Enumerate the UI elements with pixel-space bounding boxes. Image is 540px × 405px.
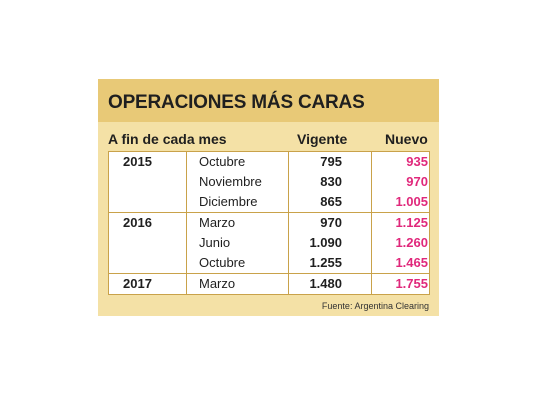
column-divider xyxy=(371,152,372,212)
column-divider xyxy=(186,274,187,294)
nuevo-value: 1.125 xyxy=(395,215,428,230)
header-nuevo: Nuevo xyxy=(385,131,428,147)
nuevo-value: 970 xyxy=(406,174,428,189)
column-divider xyxy=(288,274,289,294)
column-divider xyxy=(288,152,289,212)
data-table: 2015 Octubre 795 935 Noviembre 830 970 Diciembr… xyxy=(108,151,430,295)
month-label: Junio xyxy=(199,235,231,250)
table-title: OPERACIONES MÁS CARAS xyxy=(108,92,365,113)
nuevo-value: 1.260 xyxy=(395,235,428,250)
column-divider xyxy=(371,274,372,294)
header-vigente: Vigente xyxy=(297,131,348,147)
month-label: Octubre xyxy=(199,255,246,270)
nuevo-value: 1.755 xyxy=(395,276,428,291)
column-divider xyxy=(186,152,187,212)
month-label: Noviembre xyxy=(199,174,262,189)
year-group-2015: 2015 Octubre 795 935 Noviembre 830 970 Diciembr… xyxy=(108,151,430,213)
column-divider xyxy=(288,213,289,273)
vigente-value: 865 xyxy=(320,194,342,209)
source-note: Fuente: Argentina Clearing xyxy=(321,301,429,311)
month-label: Marzo xyxy=(199,215,236,230)
header-period: A fin de cada mes xyxy=(108,131,227,147)
month-label: Marzo xyxy=(199,276,236,291)
vigente-value: 1.255 xyxy=(309,255,342,270)
vigente-value: 830 xyxy=(320,174,342,189)
nuevo-value: 1.005 xyxy=(395,194,428,209)
year-label: 2016 xyxy=(123,215,152,230)
vigente-value: 1.090 xyxy=(309,235,342,250)
year-label: 2015 xyxy=(123,154,152,169)
column-divider xyxy=(371,213,372,273)
column-divider xyxy=(186,213,187,273)
year-group-2016: 2016 Marzo 970 1.125 Junio 1.090 1.260 Octubre 1… xyxy=(108,212,430,274)
month-label: Diciembre xyxy=(199,194,258,209)
year-group-2017: 2017 Marzo 1.480 1.755 xyxy=(108,273,430,295)
title-bar: OPERACIONES MÁS CARAS xyxy=(98,79,439,122)
year-label: 2017 xyxy=(123,276,152,291)
nuevo-value: 1.465 xyxy=(395,255,428,270)
table-card: OPERACIONES MÁS CARAS A fin de cada mes … xyxy=(98,79,439,316)
month-label: Octubre xyxy=(199,154,246,169)
vigente-value: 1.480 xyxy=(309,276,342,291)
nuevo-value: 935 xyxy=(406,154,428,169)
vigente-value: 970 xyxy=(320,215,342,230)
vigente-value: 795 xyxy=(320,154,342,169)
